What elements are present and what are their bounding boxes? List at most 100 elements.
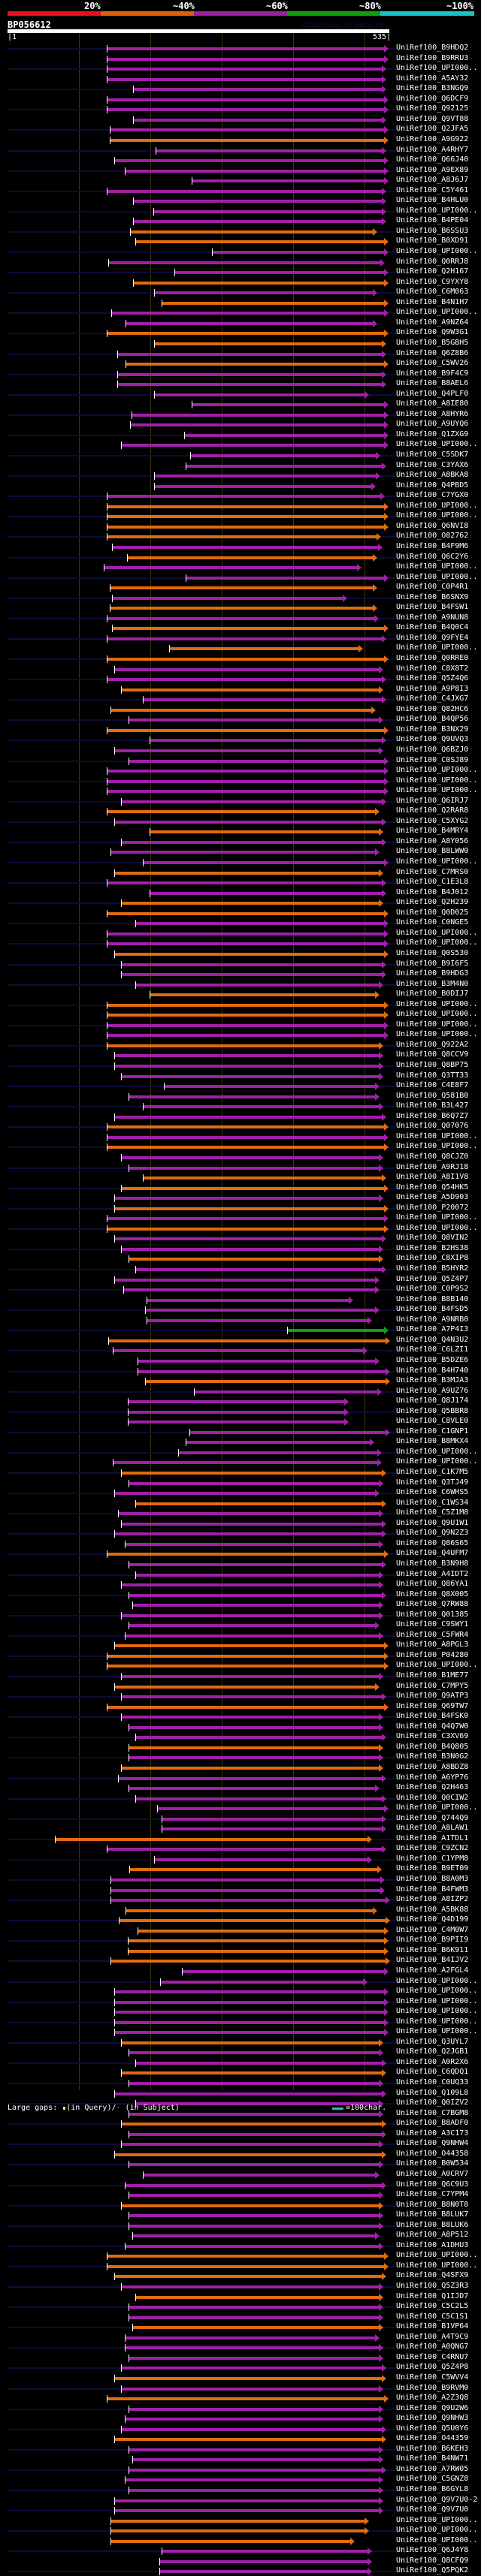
alignment-row[interactable]: UniRef100_B4PE04 bbox=[0, 216, 481, 226]
alignment-row[interactable]: UniRef100_C5WVV4 bbox=[0, 2373, 481, 2383]
subject-label[interactable]: UniRef100_A8P512 bbox=[396, 2231, 469, 2240]
subject-label[interactable]: UniRef100_C5GNZ8 bbox=[396, 2475, 469, 2484]
subject-label[interactable]: UniRef100_C5FWR4 bbox=[396, 1630, 469, 1639]
alignment-row[interactable]: UniRef100_A5BK88 bbox=[0, 1906, 481, 1915]
subject-label[interactable]: UniRef100_B0XD91 bbox=[396, 237, 469, 246]
subject-label[interactable]: UniRef100_B9RRU3 bbox=[396, 53, 469, 62]
alignment-row[interactable]: UniRef100_UPI000.. bbox=[0, 1020, 481, 1030]
subject-label[interactable]: UniRef100_UPI000.. bbox=[396, 2515, 478, 2524]
alignment-row[interactable]: UniRef100_Q8VIN2 bbox=[0, 1234, 481, 1243]
subject-label[interactable]: UniRef100_Q6NVI8 bbox=[396, 521, 469, 530]
subject-label[interactable]: UniRef100_C5Z1M8 bbox=[396, 1508, 469, 1517]
alignment-row[interactable]: UniRef100_C4E8F7 bbox=[0, 1081, 481, 1091]
subject-label[interactable]: UniRef100_C6WHS5 bbox=[396, 1488, 469, 1497]
alignment-row[interactable]: UniRef100_Q0S530 bbox=[0, 949, 481, 959]
alignment-row[interactable]: UniRef100_B9I6F5 bbox=[0, 960, 481, 969]
alignment-row[interactable]: UniRef100_UPI000.. bbox=[0, 1803, 481, 1813]
alignment-row[interactable]: UniRef100_A6YP76 bbox=[0, 1773, 481, 1783]
alignment-row[interactable]: UniRef100_C5Y461 bbox=[0, 186, 481, 196]
subject-label[interactable]: UniRef100_B8MKX4 bbox=[396, 1437, 469, 1446]
alignment-row[interactable]: UniRef100_C7YPM4 bbox=[0, 2190, 481, 2200]
alignment-row[interactable]: UniRef100_Q109L8 bbox=[0, 2089, 481, 2098]
alignment-row[interactable]: UniRef100_Q6NVI8 bbox=[0, 522, 481, 532]
alignment-row[interactable]: UniRef100_C0UQ33 bbox=[0, 2078, 481, 2088]
alignment-row[interactable]: UniRef100_B4FSW1 bbox=[0, 603, 481, 613]
alignment-row[interactable]: UniRef100_Q86S65 bbox=[0, 1539, 481, 1549]
subject-label[interactable]: UniRef100_UPI000.. bbox=[396, 1010, 478, 1019]
alignment-row[interactable]: UniRef100_Q0D025 bbox=[0, 908, 481, 918]
alignment-row[interactable]: UniRef100_C5WV26 bbox=[0, 359, 481, 369]
alignment-row[interactable]: UniRef100_Q5Z4Q6 bbox=[0, 674, 481, 684]
subject-label[interactable]: UniRef100_Q01385 bbox=[396, 1610, 469, 1619]
subject-label[interactable]: UniRef100_Q8CFQ9 bbox=[396, 2556, 469, 2565]
subject-label[interactable]: UniRef100_A9RJ18 bbox=[396, 1162, 469, 1171]
alignment-row[interactable]: UniRef100_UPI000.. bbox=[0, 1977, 481, 1987]
alignment-row[interactable]: UniRef100_C5C1S1 bbox=[0, 2312, 481, 2322]
subject-label[interactable]: UniRef100_A8Y056 bbox=[396, 836, 469, 845]
subject-label[interactable]: UniRef100_A9UYQ6 bbox=[396, 420, 469, 429]
alignment-row[interactable]: UniRef100_C6M063 bbox=[0, 288, 481, 297]
subject-label[interactable]: UniRef100_Q6J4Y8 bbox=[396, 2546, 469, 2555]
alignment-row[interactable]: UniRef100_Q82HC6 bbox=[0, 705, 481, 715]
alignment-row[interactable]: UniRef100_C5Z1M8 bbox=[0, 1508, 481, 1518]
alignment-row[interactable]: UniRef100_Q6C2Y6 bbox=[0, 553, 481, 562]
alignment-row[interactable]: UniRef100_B5HYR2 bbox=[0, 1264, 481, 1274]
subject-label[interactable]: UniRef100_Q0CIW2 bbox=[396, 1793, 469, 1802]
alignment-row[interactable]: UniRef100_Q4N3U2 bbox=[0, 1336, 481, 1345]
alignment-row[interactable]: UniRef100_A8J6J7 bbox=[0, 176, 481, 185]
alignment-row[interactable]: UniRef100_Q6Z8B6 bbox=[0, 349, 481, 359]
alignment-row[interactable]: UniRef100_Q6DCF9 bbox=[0, 95, 481, 104]
alignment-row[interactable]: UniRef100_A4RHY7 bbox=[0, 146, 481, 155]
subject-label[interactable]: UniRef100_O82762 bbox=[396, 532, 469, 541]
subject-label[interactable]: UniRef100_A9NZ64 bbox=[396, 318, 469, 327]
alignment-row[interactable]: UniRef100_C0P4R1 bbox=[0, 583, 481, 592]
subject-label[interactable]: UniRef100_B8LWW0 bbox=[396, 847, 469, 856]
subject-label[interactable]: UniRef100_UPI000.. bbox=[396, 501, 478, 510]
subject-label[interactable]: UniRef100_B9PII9 bbox=[396, 1936, 469, 1945]
subject-label[interactable]: UniRef100_Q86YA1 bbox=[396, 1580, 469, 1589]
subject-label[interactable]: UniRef100_A8I1V8 bbox=[396, 1173, 469, 1182]
subject-label[interactable]: UniRef100_B9F4C9 bbox=[396, 369, 469, 378]
alignment-row[interactable]: UniRef100_Q1ZXG9 bbox=[0, 430, 481, 440]
subject-label[interactable]: UniRef100_Q8J174 bbox=[396, 1396, 469, 1406]
alignment-row[interactable]: UniRef100_Q9FYE4 bbox=[0, 634, 481, 643]
subject-label[interactable]: UniRef100_Q5Z4P7 bbox=[396, 1274, 469, 1283]
alignment-row[interactable]: UniRef100_B0XD91 bbox=[0, 237, 481, 246]
alignment-row[interactable]: UniRef100_A8P512 bbox=[0, 2231, 481, 2240]
subject-label[interactable]: UniRef100_A8BKA8 bbox=[396, 471, 469, 480]
alignment-row[interactable]: UniRef100_UPI000.. bbox=[0, 643, 481, 653]
alignment-row[interactable]: UniRef100_Q3UYL7 bbox=[0, 2038, 481, 2047]
subject-label[interactable]: UniRef100_B4HLU0 bbox=[396, 196, 469, 205]
alignment-row[interactable]: UniRef100_UPI000.. bbox=[0, 247, 481, 257]
subject-label[interactable]: UniRef100_C7YGX0 bbox=[396, 491, 469, 500]
alignment-row[interactable]: UniRef100_C6QDQ1 bbox=[0, 2068, 481, 2077]
alignment-row[interactable]: UniRef100_A2FGL4 bbox=[0, 1966, 481, 1976]
alignment-row[interactable]: UniRef100_A9P8I3 bbox=[0, 685, 481, 694]
alignment-row[interactable]: UniRef100_Q8CJZ0 bbox=[0, 1152, 481, 1162]
alignment-row[interactable]: UniRef100_UPI000.. bbox=[0, 1448, 481, 1457]
subject-label[interactable]: UniRef100_C5C2L5 bbox=[396, 2302, 469, 2311]
subject-label[interactable]: UniRef100_UPI000.. bbox=[396, 1803, 478, 1812]
alignment-row[interactable]: UniRef100_A4IDT2 bbox=[0, 1570, 481, 1580]
alignment-row[interactable]: UniRef100_UPI000.. bbox=[0, 1030, 481, 1040]
alignment-row[interactable]: UniRef100_B3NX29 bbox=[0, 725, 481, 735]
subject-label[interactable]: UniRef100_Q9VT88 bbox=[396, 114, 469, 123]
subject-label[interactable]: UniRef100_UPI000.. bbox=[396, 1213, 478, 1222]
subject-label[interactable]: UniRef100_Q744Q9 bbox=[396, 1813, 469, 1822]
alignment-row[interactable]: UniRef100_UPI000.. bbox=[0, 2526, 481, 2535]
subject-label[interactable]: UniRef100_B3NGQ9 bbox=[396, 84, 469, 93]
alignment-row[interactable]: UniRef100_B2HS38 bbox=[0, 1244, 481, 1254]
alignment-row[interactable]: UniRef100_Q4PLF0 bbox=[0, 390, 481, 399]
subject-label[interactable]: UniRef100_C5Y461 bbox=[396, 185, 469, 194]
alignment-row[interactable]: UniRef100_Q5PQK2 bbox=[0, 2566, 481, 2576]
alignment-row[interactable]: UniRef100_Q5Z4P7 bbox=[0, 1275, 481, 1285]
subject-label[interactable]: UniRef100_Q5Z4Q6 bbox=[396, 674, 469, 683]
subject-label[interactable]: UniRef100_B1ME77 bbox=[396, 1671, 469, 1680]
subject-label[interactable]: UniRef100_Q2JFA5 bbox=[396, 125, 469, 134]
alignment-row[interactable]: UniRef100_Q3TT33 bbox=[0, 1071, 481, 1081]
subject-label[interactable]: UniRef100_UPI000.. bbox=[396, 206, 478, 215]
subject-label[interactable]: UniRef100_Q3TJ49 bbox=[396, 1478, 469, 1487]
alignment-row[interactable]: UniRef100_B3L427 bbox=[0, 1101, 481, 1111]
subject-label[interactable]: UniRef100_Q9NHW3 bbox=[396, 2414, 469, 2423]
subject-label[interactable]: UniRef100_UPI000.. bbox=[396, 247, 478, 255]
